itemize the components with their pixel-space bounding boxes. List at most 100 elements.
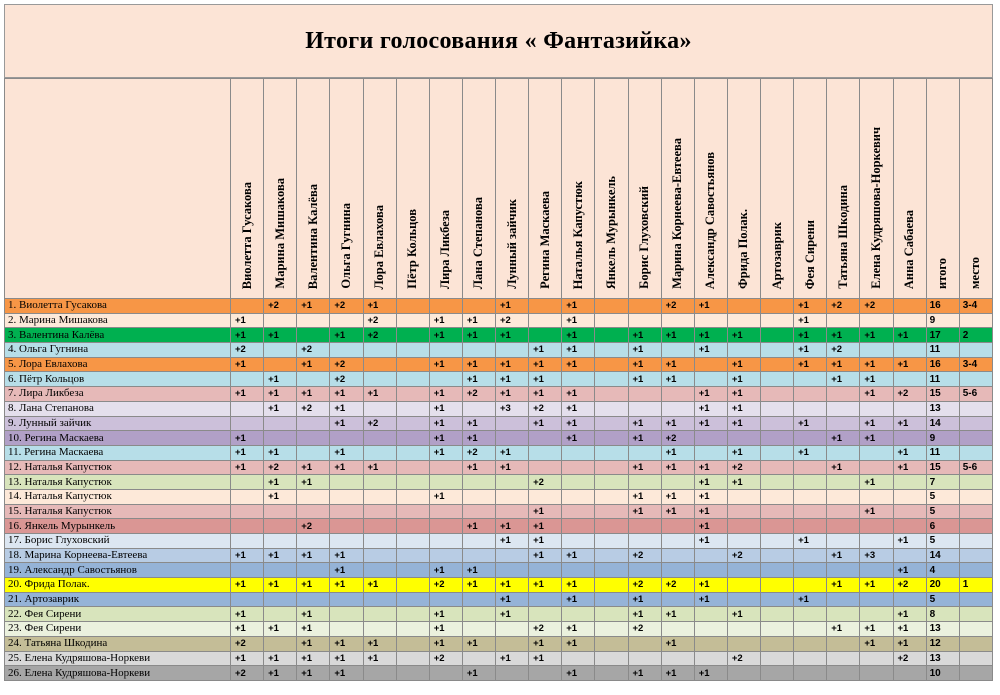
vote-cell: +1 <box>660 488 695 505</box>
vote-cell <box>329 430 364 446</box>
vote-cell: +1 <box>859 386 894 402</box>
table-row: 17. Борис Глуховский +1 +1 +1 +1 +1 5 <box>4 533 994 549</box>
vote-cell <box>561 606 596 623</box>
table-row: 24. Татьяна Шкодина +2 +1 +1 +1 +1 +1 +1 +1 +1 +1 +… <box>4 635 994 652</box>
vote-cell: +2 <box>627 577 662 593</box>
total-cell: 16 <box>925 298 960 314</box>
vote-cell <box>494 342 530 358</box>
vote-cell <box>793 621 828 637</box>
table-row: 9. Лунный зайчик +1 +2 +1 +1 +1 +1 +1 +1 +1 +1 +1 +1… <box>4 415 994 432</box>
column-header-label: Валентина Калёва <box>305 183 320 289</box>
vote-cell: +1 <box>362 459 397 476</box>
vote-cell: +2 <box>726 459 762 476</box>
vote-cell: +2 <box>892 577 927 593</box>
vote-cell <box>892 371 927 388</box>
participant-name: 10. Регина Маскаева <box>4 430 231 446</box>
vote-cell <box>329 591 364 608</box>
vote-cell: +1 <box>329 665 364 681</box>
vote-cell <box>726 430 762 446</box>
vote-cell <box>395 518 430 534</box>
vote-cell <box>793 488 828 505</box>
vote-cell <box>594 488 629 505</box>
vote-cell: +1 <box>528 503 563 520</box>
vote-cell <box>594 518 629 534</box>
vote-cell: +1 <box>528 635 563 652</box>
vote-cell: +2 <box>362 415 397 432</box>
vote-cell: +1 <box>296 577 331 593</box>
vote-cell <box>395 400 430 417</box>
vote-cell <box>892 430 927 446</box>
total-cell: 11 <box>925 371 960 388</box>
total-cell: 14 <box>925 547 960 564</box>
vote-cell: +2 <box>329 356 364 373</box>
table-row: 18. Марина Корнеева-Евтеева +1 +1 +1 +1 +1 +1 +… <box>4 547 994 564</box>
vote-cell: +2 <box>726 650 762 667</box>
vote-cell: +1 <box>660 327 695 344</box>
vote-cell <box>793 650 828 667</box>
vote-cell <box>594 430 629 446</box>
place-cell <box>958 415 994 432</box>
vote-cell: +2 <box>229 342 265 358</box>
vote-cell <box>793 635 828 652</box>
vote-cell: +1 <box>892 356 927 373</box>
vote-cell <box>461 400 497 417</box>
column-header: Регина Маскаева <box>528 78 563 299</box>
table-row: 1. Виолетта Гусакова +2 +1 +2 +1 +1 +1 +2 +1 +1 +2… <box>4 298 994 314</box>
vote-cell: +1 <box>561 635 596 652</box>
vote-cell <box>362 591 397 608</box>
vote-cell: +1 <box>561 327 596 344</box>
table-row: 23. Фея Сирени +1 +1 +1 +1 +2 +1 +2 +1 +1 +1 13 <box>4 621 994 637</box>
vote-cell: +2 <box>296 400 331 417</box>
vote-cell <box>726 635 762 652</box>
vote-cell: +1 <box>362 298 397 314</box>
vote-cell: +1 <box>561 386 596 402</box>
vote-cell: +1 <box>329 547 364 564</box>
vote-cell: +1 <box>528 577 563 593</box>
vote-cell <box>627 312 662 329</box>
vote-cell <box>693 356 728 373</box>
vote-cell <box>859 562 894 579</box>
vote-cell <box>263 312 298 329</box>
vote-cell <box>329 474 364 490</box>
vote-cell: +1 <box>329 327 364 344</box>
vote-cell: +1 <box>329 400 364 417</box>
vote-cell: +2 <box>362 327 397 344</box>
participant-name: 7. Лира Ликбеза <box>4 386 231 402</box>
vote-cell: +1 <box>793 591 828 608</box>
vote-cell <box>362 488 397 505</box>
vote-cell <box>362 430 397 446</box>
vote-cell: +1 <box>660 503 695 520</box>
vote-cell: +1 <box>296 459 331 476</box>
vote-cell <box>892 400 927 417</box>
column-header: Лана Степанова <box>461 78 497 299</box>
vote-cell: +1 <box>793 356 828 373</box>
vote-cell: +2 <box>726 547 762 564</box>
vote-cell: +1 <box>726 386 762 402</box>
column-header: Наталья Капустюк <box>561 78 596 299</box>
vote-cell: +1 <box>627 327 662 344</box>
vote-cell: +1 <box>329 562 364 579</box>
vote-cell: +1 <box>229 444 265 461</box>
vote-cell <box>229 518 265 534</box>
vote-cell: +1 <box>726 400 762 417</box>
vote-cell <box>296 562 331 579</box>
vote-cell <box>759 312 795 329</box>
vote-cell: +1 <box>660 606 695 623</box>
column-header: Пётр Кольцов <box>395 78 430 299</box>
vote-cell: +1 <box>793 342 828 358</box>
vote-cell <box>263 415 298 432</box>
vote-cell <box>594 650 629 667</box>
vote-cell <box>296 430 331 446</box>
vote-cell <box>726 665 762 681</box>
vote-cell: +1 <box>693 459 728 476</box>
vote-cell <box>826 312 861 329</box>
vote-cell <box>561 474 596 490</box>
vote-cell <box>759 665 795 681</box>
column-header-label: место <box>968 257 983 289</box>
vote-cell <box>594 400 629 417</box>
vote-cell: +1 <box>892 621 927 637</box>
vote-cell <box>395 577 430 593</box>
vote-cell <box>759 503 795 520</box>
vote-cell <box>759 430 795 446</box>
vote-cell: +1 <box>793 444 828 461</box>
